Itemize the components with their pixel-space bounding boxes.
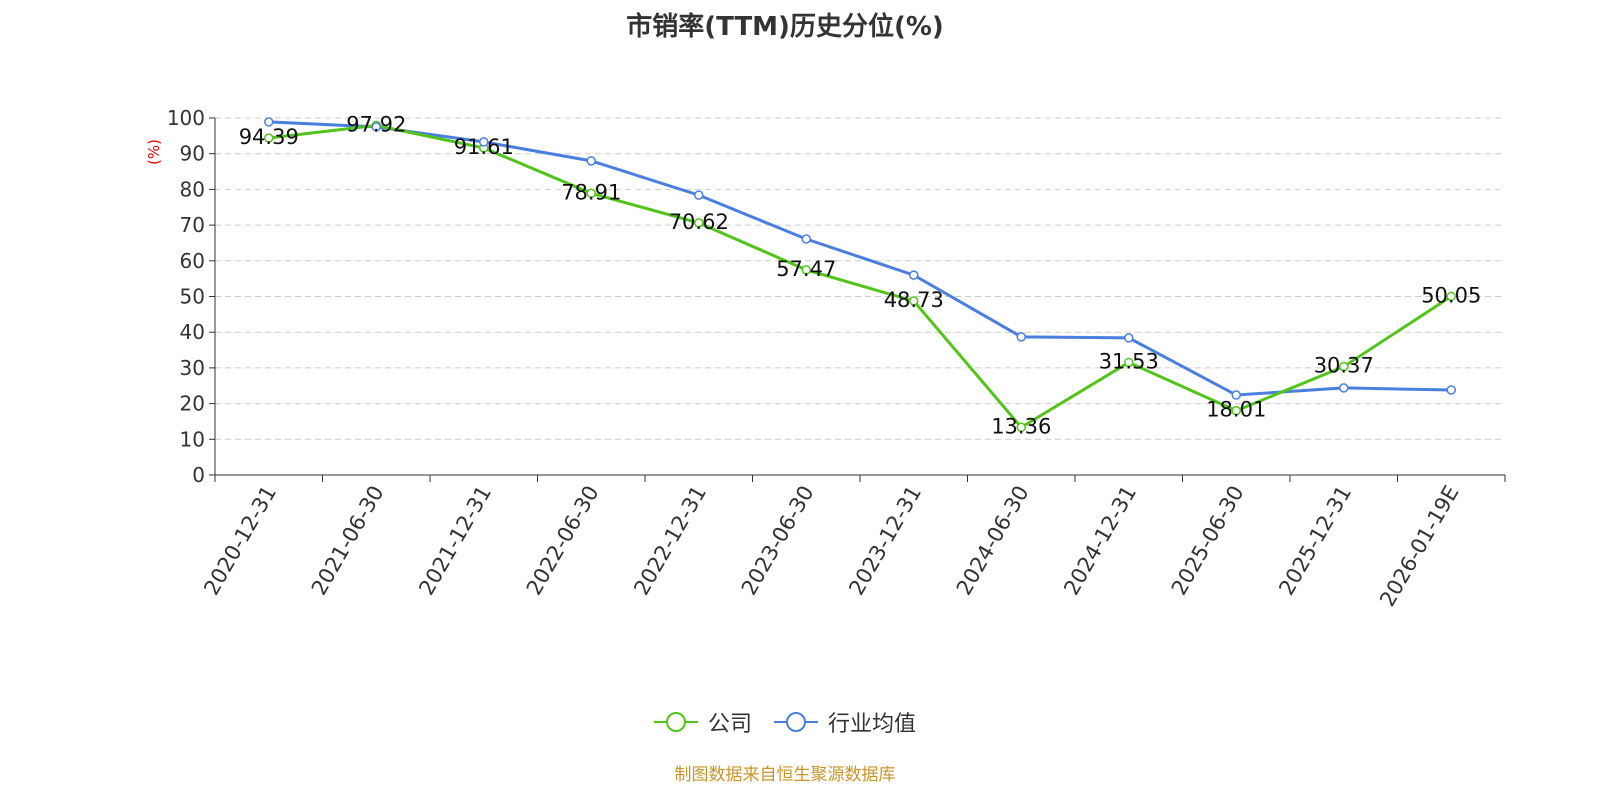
data-label: 57.47	[776, 257, 836, 281]
data-point	[694, 190, 704, 200]
y-axis-label: (%)	[145, 139, 163, 165]
data-label: 50.05	[1421, 283, 1481, 307]
data-point	[1446, 291, 1456, 302]
source-note: 制图数据来自恒生聚源数据库	[674, 765, 896, 785]
data-point	[1124, 333, 1134, 343]
x-tick-label: 2022-06-30	[522, 482, 604, 600]
x-tick-label: 2023-12-31	[844, 482, 926, 600]
data-point	[1231, 390, 1241, 400]
legend: 公司 行业均值	[0, 706, 1570, 738]
data-label: 94.39	[239, 125, 299, 149]
y-tick-label: 70	[180, 213, 205, 237]
data-point	[1339, 361, 1349, 372]
data-point	[479, 137, 489, 147]
x-tick-label: 2024-06-30	[952, 482, 1034, 600]
data-label: 30.37	[1314, 354, 1374, 378]
data-label: 18.01	[1206, 398, 1266, 422]
data-point	[1124, 357, 1134, 368]
x-tick-label: 2021-12-31	[414, 482, 496, 600]
x-tick-label: 2023-06-30	[737, 482, 819, 600]
x-tick-label: 2025-06-30	[1167, 482, 1249, 600]
data-point	[1446, 385, 1456, 395]
data-point	[801, 265, 811, 275]
data-point	[1339, 383, 1349, 393]
legend-item-company[interactable]: 公司	[653, 706, 752, 738]
data-point	[909, 270, 919, 280]
x-tick-label: 2020-12-31	[199, 482, 281, 600]
y-tick-label: 30	[180, 356, 205, 380]
y-tick-label: 0	[192, 463, 205, 487]
legend-item-industry[interactable]: 行业均值	[774, 706, 916, 738]
y-tick-label: 40	[180, 320, 205, 344]
data-point	[909, 296, 919, 306]
series-line	[268, 123, 1453, 430]
y-tick-label: 80	[180, 177, 205, 201]
x-tick-label: 2025-12-31	[1274, 482, 1356, 600]
data-point	[1016, 422, 1026, 433]
data-point	[694, 218, 704, 228]
y-tick-label: 50	[180, 285, 205, 309]
legend-industry-icon	[774, 712, 818, 732]
x-tick-label: 2022-12-31	[629, 482, 711, 600]
data-point	[801, 234, 811, 244]
legend-label: 行业均值	[828, 712, 917, 737]
data-label: 97.92	[346, 112, 406, 136]
y-tick-label: 60	[180, 249, 205, 273]
chart-title: 市销率(TTM)历史分位(%)	[626, 12, 944, 42]
x-tick-label: 2026-01-19E	[1375, 482, 1463, 611]
y-tick-label: 10	[180, 427, 205, 451]
data-label: 78.91	[561, 180, 621, 204]
data-label: 13.36	[991, 414, 1051, 438]
y-tick-label: 90	[180, 142, 205, 166]
data-point	[586, 188, 596, 199]
data-label: 48.73	[884, 288, 944, 312]
x-tick-label: 2024-12-31	[1059, 482, 1141, 600]
data-point	[1231, 405, 1241, 416]
legend-company-icon	[653, 712, 698, 732]
data-point	[371, 122, 381, 132]
data-point	[586, 156, 596, 166]
y-tick-label: 100	[167, 106, 205, 130]
series-line	[268, 120, 1452, 397]
data-label: 31.53	[1099, 349, 1159, 373]
data-point	[1016, 332, 1026, 342]
legend-label: 公司	[707, 712, 752, 737]
data-label: 70.62	[669, 210, 729, 234]
x-tick-label: 2021-06-30	[307, 482, 389, 600]
y-tick-label: 20	[180, 392, 205, 416]
data-label: 91.61	[454, 135, 514, 159]
data-point	[264, 133, 274, 143]
data-point	[264, 117, 274, 127]
